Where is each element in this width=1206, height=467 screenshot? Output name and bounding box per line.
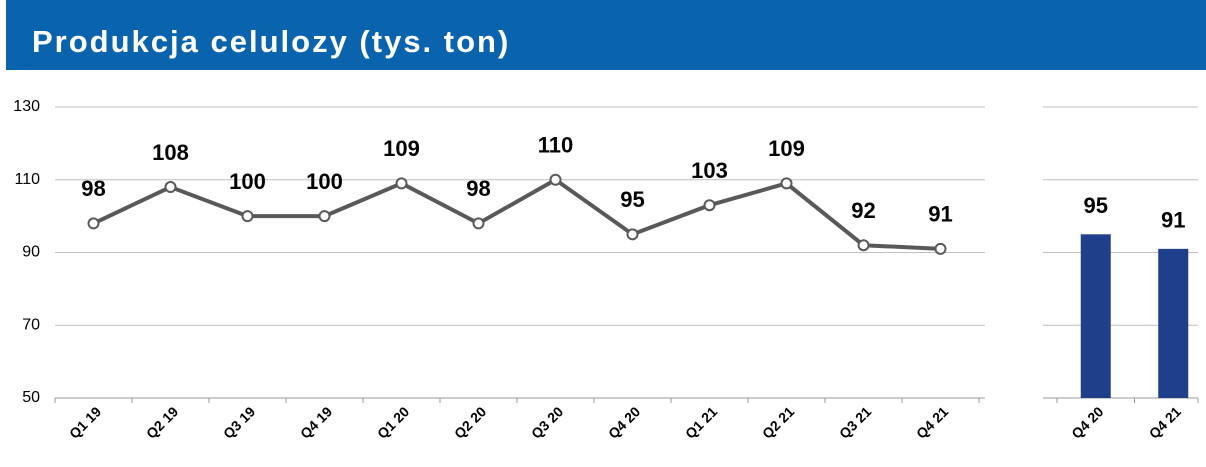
header-band xyxy=(6,0,1206,70)
x-tick-label: Q1 20 xyxy=(374,403,412,441)
bar xyxy=(1080,234,1111,398)
data-label: 98 xyxy=(81,176,105,201)
x-tick-label: Q3 21 xyxy=(836,403,874,441)
point-marker xyxy=(549,173,562,186)
data-label: 100 xyxy=(306,169,343,194)
bar xyxy=(1158,248,1189,398)
y-tick-label: 130 xyxy=(13,98,40,115)
data-label: 109 xyxy=(383,136,420,161)
point-marker xyxy=(241,210,254,223)
data-label: 98 xyxy=(466,176,490,201)
x-tick-label: Q3 19 xyxy=(220,403,258,441)
data-label: 95 xyxy=(1084,193,1108,218)
x-tick-label: Q1 21 xyxy=(682,403,720,441)
y-tick-label: 90 xyxy=(22,244,40,261)
x-tick-label: Q4 21 xyxy=(913,403,951,441)
x-tick-label: Q2 19 xyxy=(143,403,181,441)
point-marker xyxy=(318,210,331,223)
x-tick-label: Q1 19 xyxy=(66,403,104,441)
x-tick-label: Q2 20 xyxy=(451,403,489,441)
point-marker xyxy=(934,242,947,255)
y-tick-label: 70 xyxy=(22,316,40,333)
data-label: 91 xyxy=(928,202,952,227)
point-marker xyxy=(703,199,716,212)
page-title: Produkcja celulozy (tys. ton) xyxy=(32,24,510,59)
point-marker xyxy=(780,177,793,190)
series-line xyxy=(92,177,941,251)
data-label: 103 xyxy=(691,158,728,183)
data-label: 110 xyxy=(538,133,574,158)
x-tick-label: Q3 20 xyxy=(528,403,566,441)
y-tick-label: 110 xyxy=(14,171,40,188)
x-tick-label: Q2 21 xyxy=(759,403,797,441)
data-label: 108 xyxy=(152,140,189,165)
point-marker xyxy=(164,181,177,194)
x-tick-label: Q4 20 xyxy=(605,403,643,441)
x-tick-label: Q4 20 xyxy=(1068,403,1106,441)
x-tick-label: Q4 19 xyxy=(297,403,335,441)
data-label: 109 xyxy=(768,136,805,161)
point-marker xyxy=(857,239,870,252)
point-marker xyxy=(87,217,100,230)
data-label: 91 xyxy=(1161,208,1185,233)
point-marker xyxy=(395,177,408,190)
y-tick-label: 50 xyxy=(22,389,40,406)
point-marker xyxy=(472,217,485,230)
point-marker xyxy=(626,228,639,241)
data-label: 92 xyxy=(851,198,875,223)
data-label: 100 xyxy=(229,169,266,194)
x-tick-label: Q4 21 xyxy=(1146,403,1184,441)
data-label: 95 xyxy=(620,187,644,212)
